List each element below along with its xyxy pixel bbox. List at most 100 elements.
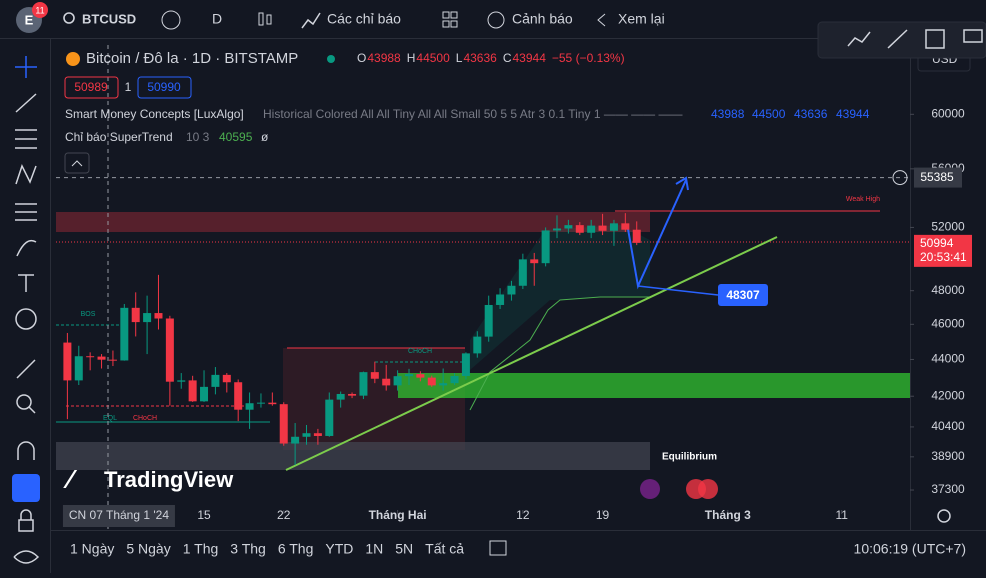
tool-icon[interactable]: [925, 29, 945, 49]
legend-title: Bitcoin / Đô la · 1D · BITSTAMP: [86, 50, 298, 67]
equilibrium-label: Equilibrium: [662, 452, 717, 463]
candle-body: [256, 402, 265, 404]
clock: 10:06:19 (UTC+7): [854, 541, 966, 557]
buy-box[interactable]: [137, 76, 192, 99]
y-tick-label: 42000: [931, 388, 965, 402]
range-button[interactable]: 5N: [395, 541, 413, 557]
event-icon[interactable]: [640, 479, 660, 499]
range-button[interactable]: 3 Thg: [230, 541, 266, 557]
candle-body: [211, 374, 220, 387]
indicator-name[interactable]: Smart Money Concepts [LuxAlgo]: [65, 107, 244, 121]
sell-box[interactable]: [64, 76, 119, 99]
layout-icon[interactable]: [442, 11, 450, 19]
add-icon[interactable]: [161, 10, 181, 30]
replay-icon: [597, 13, 606, 27]
candle-body: [507, 285, 516, 295]
choch-label: CHoCH: [408, 348, 432, 355]
settings-icon[interactable]: [937, 509, 951, 523]
event-icon[interactable]: [698, 479, 718, 499]
watermark: TradingView: [104, 467, 234, 492]
legend-ohlc: 43636: [463, 51, 497, 65]
x-tick-label: 22: [277, 508, 291, 522]
layout-icon: [450, 11, 458, 19]
weak-high-label: Weak High: [846, 196, 880, 203]
range-button[interactable]: 1 Ngày: [70, 541, 114, 557]
candle-body: [279, 404, 288, 444]
candle-body: [530, 259, 539, 264]
tool-icon[interactable]: [847, 31, 871, 47]
indicator-value: 43636: [794, 107, 828, 121]
candle-body: [97, 356, 106, 360]
legend-ohlc: O: [357, 51, 366, 65]
calendar-icon[interactable]: [489, 540, 507, 556]
trendline: [285, 236, 778, 471]
search-icon[interactable]: [63, 12, 75, 24]
x-tick-label: 12: [516, 508, 530, 522]
candle-body: [154, 313, 163, 319]
candle-body: [484, 304, 493, 337]
range-button[interactable]: Tất cả: [425, 541, 464, 557]
candle-body: [598, 225, 607, 231]
drawing-toolbar: [817, 21, 986, 59]
candle-body: [575, 225, 584, 233]
alerts-button[interactable]: Cảnh báo: [512, 11, 573, 27]
replay-button[interactable]: Xem lại: [618, 11, 665, 27]
interval[interactable]: D: [212, 11, 222, 27]
crosshair-y-box: [914, 167, 962, 188]
active-tool[interactable]: [12, 474, 40, 502]
range-button[interactable]: 1N: [365, 541, 383, 557]
indicator-value: 43944: [836, 107, 870, 121]
countdown: 20:53:41: [920, 250, 967, 264]
supertrend-fill: [470, 225, 650, 370]
layout-icon: [450, 20, 458, 28]
last-price-box: [914, 234, 972, 267]
candle-body: [370, 372, 379, 379]
chart-type-icon[interactable]: [258, 12, 264, 26]
collapse-button[interactable]: [64, 152, 90, 174]
x-tick-label: Tháng Hai: [369, 508, 427, 522]
candle-body: [291, 436, 300, 444]
tool-icon[interactable]: [887, 29, 908, 49]
range-button[interactable]: 5 Ngày: [126, 541, 170, 557]
target-label-box: [718, 284, 768, 306]
y-tick-label: 38900: [931, 449, 965, 463]
toolbar-icons: [13, 56, 40, 564]
status-dot: [327, 55, 335, 63]
avatar-letter: E: [25, 12, 34, 27]
indicators-button[interactable]: Các chỉ báo: [327, 11, 401, 27]
y-tick-label: 40400: [931, 419, 965, 433]
eql-label: EQL: [103, 415, 117, 422]
target-line: [637, 285, 719, 296]
demand-zone: [398, 373, 910, 398]
candle-body: [541, 230, 550, 264]
supertrend-line: [469, 296, 650, 411]
add-price-button[interactable]: [892, 170, 908, 186]
range-button[interactable]: 1 Thg: [183, 541, 219, 557]
x-tick-label: Tháng 3: [705, 508, 751, 522]
candle-body: [359, 372, 368, 396]
legend-ohlc: H: [407, 51, 416, 65]
y-tick-label: 60000: [931, 106, 965, 120]
range-button[interactable]: YTD: [325, 541, 353, 557]
candle-body: [143, 313, 152, 323]
range-button[interactable]: 6 Thg: [278, 541, 314, 557]
candle-body: [427, 377, 436, 386]
indicator-params: Historical Colored All All Tiny All All …: [263, 107, 683, 121]
btc-icon: [66, 52, 80, 66]
candle-body: [325, 399, 334, 436]
candle-body: [473, 336, 482, 354]
bos-label: BOS: [81, 311, 96, 318]
candle-body: [63, 342, 72, 381]
tool-icon[interactable]: [963, 29, 983, 43]
collapse-icon: [71, 160, 83, 167]
sell-price: 50989: [74, 80, 108, 94]
arrow-head: [675, 176, 689, 191]
indicator-name[interactable]: Chỉ báo SuperTrend: [65, 130, 173, 144]
candle-body: [450, 375, 459, 384]
symbol[interactable]: BTCUSD: [82, 11, 136, 26]
indicators-icon: [301, 12, 321, 29]
candle-body: [609, 223, 618, 231]
indicator-value: 44500: [752, 107, 786, 121]
